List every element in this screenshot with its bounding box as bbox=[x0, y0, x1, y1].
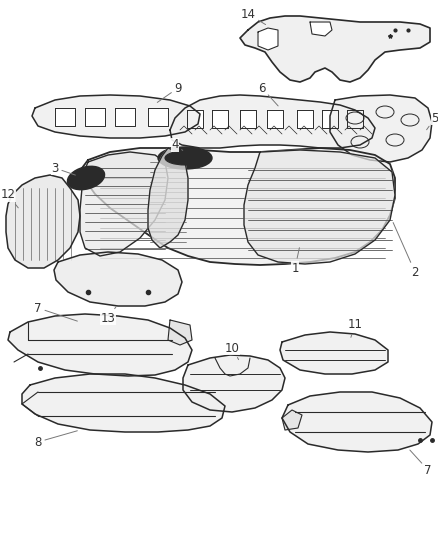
Text: 7: 7 bbox=[410, 450, 432, 477]
Polygon shape bbox=[168, 320, 192, 345]
Polygon shape bbox=[240, 110, 256, 128]
Polygon shape bbox=[6, 175, 80, 268]
Ellipse shape bbox=[67, 166, 105, 190]
Polygon shape bbox=[80, 152, 168, 256]
Polygon shape bbox=[54, 252, 182, 306]
Polygon shape bbox=[347, 110, 363, 128]
Text: 4: 4 bbox=[171, 139, 183, 151]
Polygon shape bbox=[280, 332, 388, 374]
Polygon shape bbox=[55, 108, 75, 126]
Polygon shape bbox=[282, 392, 432, 452]
Text: 3: 3 bbox=[51, 161, 75, 175]
Polygon shape bbox=[212, 110, 228, 128]
Text: 13: 13 bbox=[101, 306, 117, 325]
Polygon shape bbox=[267, 110, 283, 128]
Text: 11: 11 bbox=[347, 319, 363, 337]
Text: 8: 8 bbox=[34, 431, 78, 448]
Polygon shape bbox=[244, 150, 395, 264]
Text: 14: 14 bbox=[240, 7, 265, 25]
Polygon shape bbox=[330, 95, 432, 162]
Polygon shape bbox=[148, 148, 188, 248]
Polygon shape bbox=[282, 410, 302, 430]
Polygon shape bbox=[8, 314, 192, 376]
Polygon shape bbox=[240, 16, 430, 82]
Polygon shape bbox=[258, 28, 278, 50]
Text: 1: 1 bbox=[291, 248, 300, 274]
Polygon shape bbox=[183, 355, 285, 412]
Ellipse shape bbox=[158, 147, 212, 169]
Text: 9: 9 bbox=[157, 82, 182, 102]
Text: 6: 6 bbox=[258, 82, 278, 106]
Polygon shape bbox=[22, 374, 225, 432]
Polygon shape bbox=[115, 108, 135, 126]
Polygon shape bbox=[310, 22, 332, 36]
Ellipse shape bbox=[75, 172, 97, 184]
Text: 10: 10 bbox=[225, 342, 240, 360]
Polygon shape bbox=[82, 148, 395, 265]
Text: 7: 7 bbox=[34, 302, 78, 321]
Polygon shape bbox=[170, 95, 375, 148]
Polygon shape bbox=[187, 110, 203, 128]
Ellipse shape bbox=[165, 151, 205, 165]
Polygon shape bbox=[85, 108, 105, 126]
Text: 12: 12 bbox=[0, 189, 18, 208]
Polygon shape bbox=[148, 108, 168, 126]
Polygon shape bbox=[322, 110, 338, 128]
Polygon shape bbox=[297, 110, 313, 128]
Text: 5: 5 bbox=[427, 111, 438, 130]
Text: 2: 2 bbox=[393, 223, 419, 279]
Polygon shape bbox=[32, 95, 200, 138]
